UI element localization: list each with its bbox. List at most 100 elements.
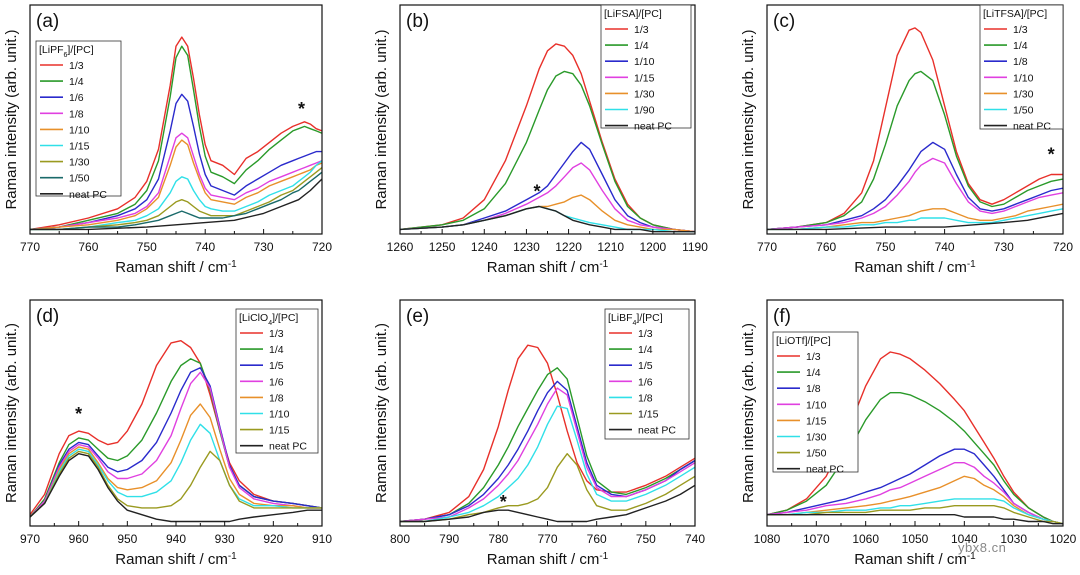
series-line-5 — [767, 208, 1063, 231]
legend-entry: neat PC — [634, 121, 672, 133]
legend-entry: 1/30 — [634, 88, 655, 100]
series-line-0 — [767, 27, 1063, 231]
x-axis-label: Raman shift / cm-1 — [854, 551, 976, 569]
series-line-7 — [767, 514, 1063, 525]
legend-entry: 1/4 — [638, 344, 653, 356]
watermark-text: ybx8.cn — [958, 540, 1007, 555]
x-tick-label: 790 — [439, 532, 459, 546]
legend-box — [979, 4, 1064, 130]
series-line-0 — [400, 344, 695, 523]
x-tick-label: 1070 — [803, 532, 830, 546]
x-axis-label: Raman shift / cm-1 — [115, 551, 237, 569]
legend-entry: neat PC — [806, 464, 844, 476]
legend-entry: 1/15 — [638, 409, 659, 421]
peak-marker: * — [533, 181, 540, 201]
series-line-6 — [767, 212, 1063, 231]
series-line-0 — [30, 36, 322, 231]
legend-title: [LiBF4]/[PC] — [608, 312, 663, 327]
panel-label: (d) — [36, 306, 59, 327]
legend-entry: 1/3 — [806, 351, 821, 363]
series-line-4 — [400, 405, 695, 523]
y-axis-label: Raman intensity (arb. unit.) — [3, 29, 20, 209]
panel-label: (b) — [406, 11, 429, 32]
series-line-5 — [767, 498, 1063, 525]
legend-entry: 1/4 — [806, 367, 821, 379]
panel-c: 770 760 750 740 730 720 Raman shift / cm-1 Rama… — [740, 4, 1073, 276]
legend-entry: neat PC — [638, 425, 676, 437]
series-line-3 — [400, 387, 695, 523]
legend-entry: 1/3 — [69, 60, 84, 72]
legend-entry: 1/90 — [634, 105, 655, 117]
x-tick-label: 940 — [166, 532, 186, 546]
y-axis-label: Raman intensity (arb. unit.) — [740, 323, 757, 503]
x-tick-label: 1040 — [951, 532, 978, 546]
series-line-3 — [400, 162, 695, 233]
y-axis-label: Raman intensity (arb. unit.) — [373, 323, 390, 503]
x-tick-label: 730 — [994, 240, 1014, 254]
panel-e: 800 790 780 770 760 750 740 Raman shift / cm-1 R… — [373, 299, 705, 568]
x-tick-label: 1230 — [513, 240, 540, 254]
legend-entry: 1/6 — [269, 376, 284, 388]
legend-entry: 1/8 — [1013, 56, 1028, 68]
legend-entry: neat PC — [1013, 121, 1051, 133]
panel-d: 970 960 950 940 930 920 910 Raman shift / cm-1 R… — [3, 299, 332, 569]
legend-entry: 1/30 — [69, 157, 90, 169]
legend-entry: 1/50 — [1013, 105, 1034, 117]
series-line-2 — [30, 367, 322, 518]
x-tick-label: 960 — [69, 532, 89, 546]
x-tick-label: 1210 — [597, 240, 624, 254]
series-line-6 — [400, 484, 695, 523]
legend-entry: 1/10 — [806, 399, 827, 411]
series-line-6 — [30, 167, 322, 231]
legend-box — [35, 40, 122, 197]
x-tick-label: 750 — [137, 240, 157, 254]
x-tick-label: 780 — [488, 532, 508, 546]
legend-title: [LiOTf]/[PC] — [776, 335, 831, 347]
legend-title: [LiTFSA]/[PC] — [983, 8, 1047, 20]
legend-entry: 1/8 — [69, 108, 84, 120]
panel-label: (f) — [773, 306, 791, 327]
series-line-0 — [30, 340, 322, 516]
x-tick-label: 760 — [816, 240, 836, 254]
series-line-4 — [30, 403, 322, 518]
x-tick-label: 1080 — [754, 532, 781, 546]
legend-entry: 1/15 — [634, 72, 655, 84]
x-tick-label: 1020 — [1050, 532, 1077, 546]
peak-marker: * — [298, 99, 305, 119]
y-axis-label: Raman intensity (arb. unit.) — [373, 29, 390, 209]
x-tick-label: 1240 — [471, 240, 498, 254]
x-tick-label: 720 — [312, 240, 332, 254]
panel-a: 770 760 750 740 730 720 Raman shift / cm-1 Rama… — [3, 4, 332, 277]
legend-entry: 1/3 — [269, 328, 284, 340]
legend-entry: 1/5 — [269, 360, 284, 372]
x-tick-label: 750 — [636, 532, 656, 546]
x-tick-label: 1030 — [1000, 532, 1027, 546]
legend-entry: 1/8 — [269, 392, 284, 404]
x-tick-label: 920 — [263, 532, 283, 546]
panel-b: 1260 1250 1240 1230 1220 1210 1200 1190 Raman sh… — [373, 4, 708, 276]
legend-entry: 1/10 — [269, 409, 290, 421]
legend-entry: 1/10 — [1013, 72, 1034, 84]
series-line-1 — [767, 70, 1063, 231]
series-line-5 — [30, 423, 322, 518]
x-axis-label: Raman shift / cm-1 — [115, 259, 237, 277]
x-tick-label: 720 — [1053, 240, 1073, 254]
series-line-4 — [767, 203, 1063, 231]
panel-f: 1080 1070 1060 1050 1040 1030 1020 Raman shift … — [740, 299, 1077, 569]
x-tick-label: 910 — [312, 532, 332, 546]
legend-entry: 1/50 — [806, 448, 827, 460]
series-line-7 — [30, 453, 322, 523]
series-line-3 — [30, 371, 322, 518]
x-tick-label: 740 — [935, 240, 955, 254]
series-line-6 — [30, 450, 322, 518]
x-tick-label: 740 — [685, 532, 705, 546]
legend-entry: 1/15 — [269, 425, 290, 437]
x-tick-label: 970 — [20, 532, 40, 546]
series-line-1 — [30, 45, 322, 231]
legend-entry: 1/15 — [806, 415, 827, 427]
series-line-1 — [400, 367, 695, 523]
series-line-5 — [30, 160, 322, 231]
legend-entry: 1/50 — [69, 173, 90, 185]
x-tick-label: 1260 — [387, 240, 414, 254]
